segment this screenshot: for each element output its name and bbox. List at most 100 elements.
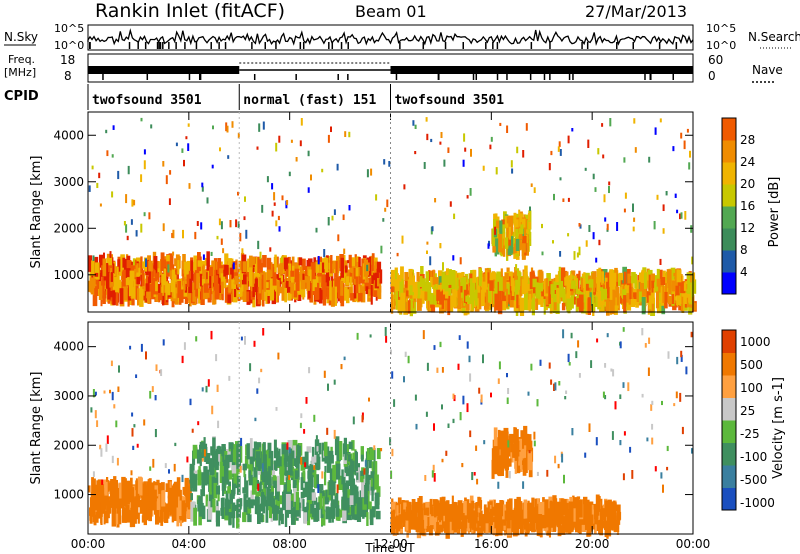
echo-cell [537,294,541,305]
echo-cell [433,282,436,302]
echo-cell [156,498,160,517]
echo-cell [592,173,595,180]
echo-cell [91,477,94,493]
echo-cell [126,260,132,269]
echo-cell [431,470,434,478]
echo-cell [150,124,153,129]
echo-cell [149,466,152,471]
echo-cell [102,258,107,277]
echo-cell [627,273,631,284]
colorbar-tick-label: 500 [740,358,763,372]
echo-cell [636,289,641,302]
echo-cell [513,243,517,254]
echo-cell [549,280,552,289]
echo-cell [567,353,570,363]
echo-cell [429,293,434,305]
echo-cell [611,431,614,440]
echo-cell [211,466,215,475]
echo-cell [205,385,208,393]
echo-cell [167,283,171,296]
echo-cell [508,215,514,235]
echo-cell [106,486,109,507]
y-tick-label: 2000 [53,221,84,235]
echo-cell [250,490,254,504]
echo-cell [623,431,626,436]
echo-cell [350,293,355,301]
echo-cell [243,276,249,294]
echo-cell [161,273,166,286]
echo-cell [688,162,691,170]
echo-cell [452,271,456,281]
echo-cell [332,481,335,496]
echo-cell [186,507,192,519]
echo-cell [240,437,243,446]
echo-cell [314,287,319,300]
echo-cell [266,492,272,507]
echo-cell [108,256,113,266]
echo-cell [220,453,223,474]
echo-cell [499,122,502,126]
echo-cell [288,447,291,454]
echo-cell [302,499,305,512]
echo-cell [332,464,336,482]
echo-cell [538,502,543,514]
echo-cell [313,414,316,422]
echo-cell [651,423,654,430]
echo-cell [672,146,675,152]
echo-cell [506,283,510,295]
echo-cell [501,295,507,303]
echo-cell [162,288,165,306]
echo-cell [91,265,94,273]
echo-cell [258,489,262,497]
echo-cell [98,496,103,516]
echo-cell [290,139,293,143]
echo-cell [331,503,334,523]
echo-cell [245,229,248,239]
echo-cell [343,437,347,457]
echo-cell [111,455,114,464]
echo-cell [158,483,163,501]
echo-cell [97,487,101,495]
echo-cell [673,403,676,407]
echo-cell [332,261,336,270]
echo-cell [326,427,329,435]
echo-cell [237,132,240,139]
echo-cell [514,219,519,228]
echo-cell [200,289,205,305]
echo-cell [515,440,520,457]
echo-cell [576,298,581,307]
echo-cell [452,280,456,289]
echo-cell [99,254,104,268]
echo-cell [142,500,145,518]
echo-cell [623,295,627,313]
echo-cell [214,275,219,291]
echo-cell [209,266,213,277]
echo-cell [169,503,172,516]
echo-cell [246,480,249,498]
echo-cell [571,428,574,436]
echo-cell [314,454,317,463]
echo-cell [573,508,576,522]
echo-cell [568,509,572,526]
echo-cell [432,464,435,473]
echo-cell [623,157,626,163]
echo-cell [300,118,303,126]
echo-cell [577,340,580,348]
colorbar-tick-label: 1000 [740,335,771,349]
echo-cell [275,447,279,455]
echo-cell [629,446,632,453]
echo-cell [644,343,647,348]
echo-cell [545,278,549,294]
colorbar-frame [721,117,737,295]
echo-cell [606,520,611,531]
echo-cell [512,519,518,537]
echo-cell [116,457,119,466]
echo-cell [527,220,531,240]
echo-cell [404,272,408,281]
echo-cell [344,265,348,273]
echo-cell [224,265,229,276]
echo-cell [498,234,503,253]
echo-cell [239,465,242,473]
echo-cell [347,260,350,264]
echo-cell [466,278,470,286]
